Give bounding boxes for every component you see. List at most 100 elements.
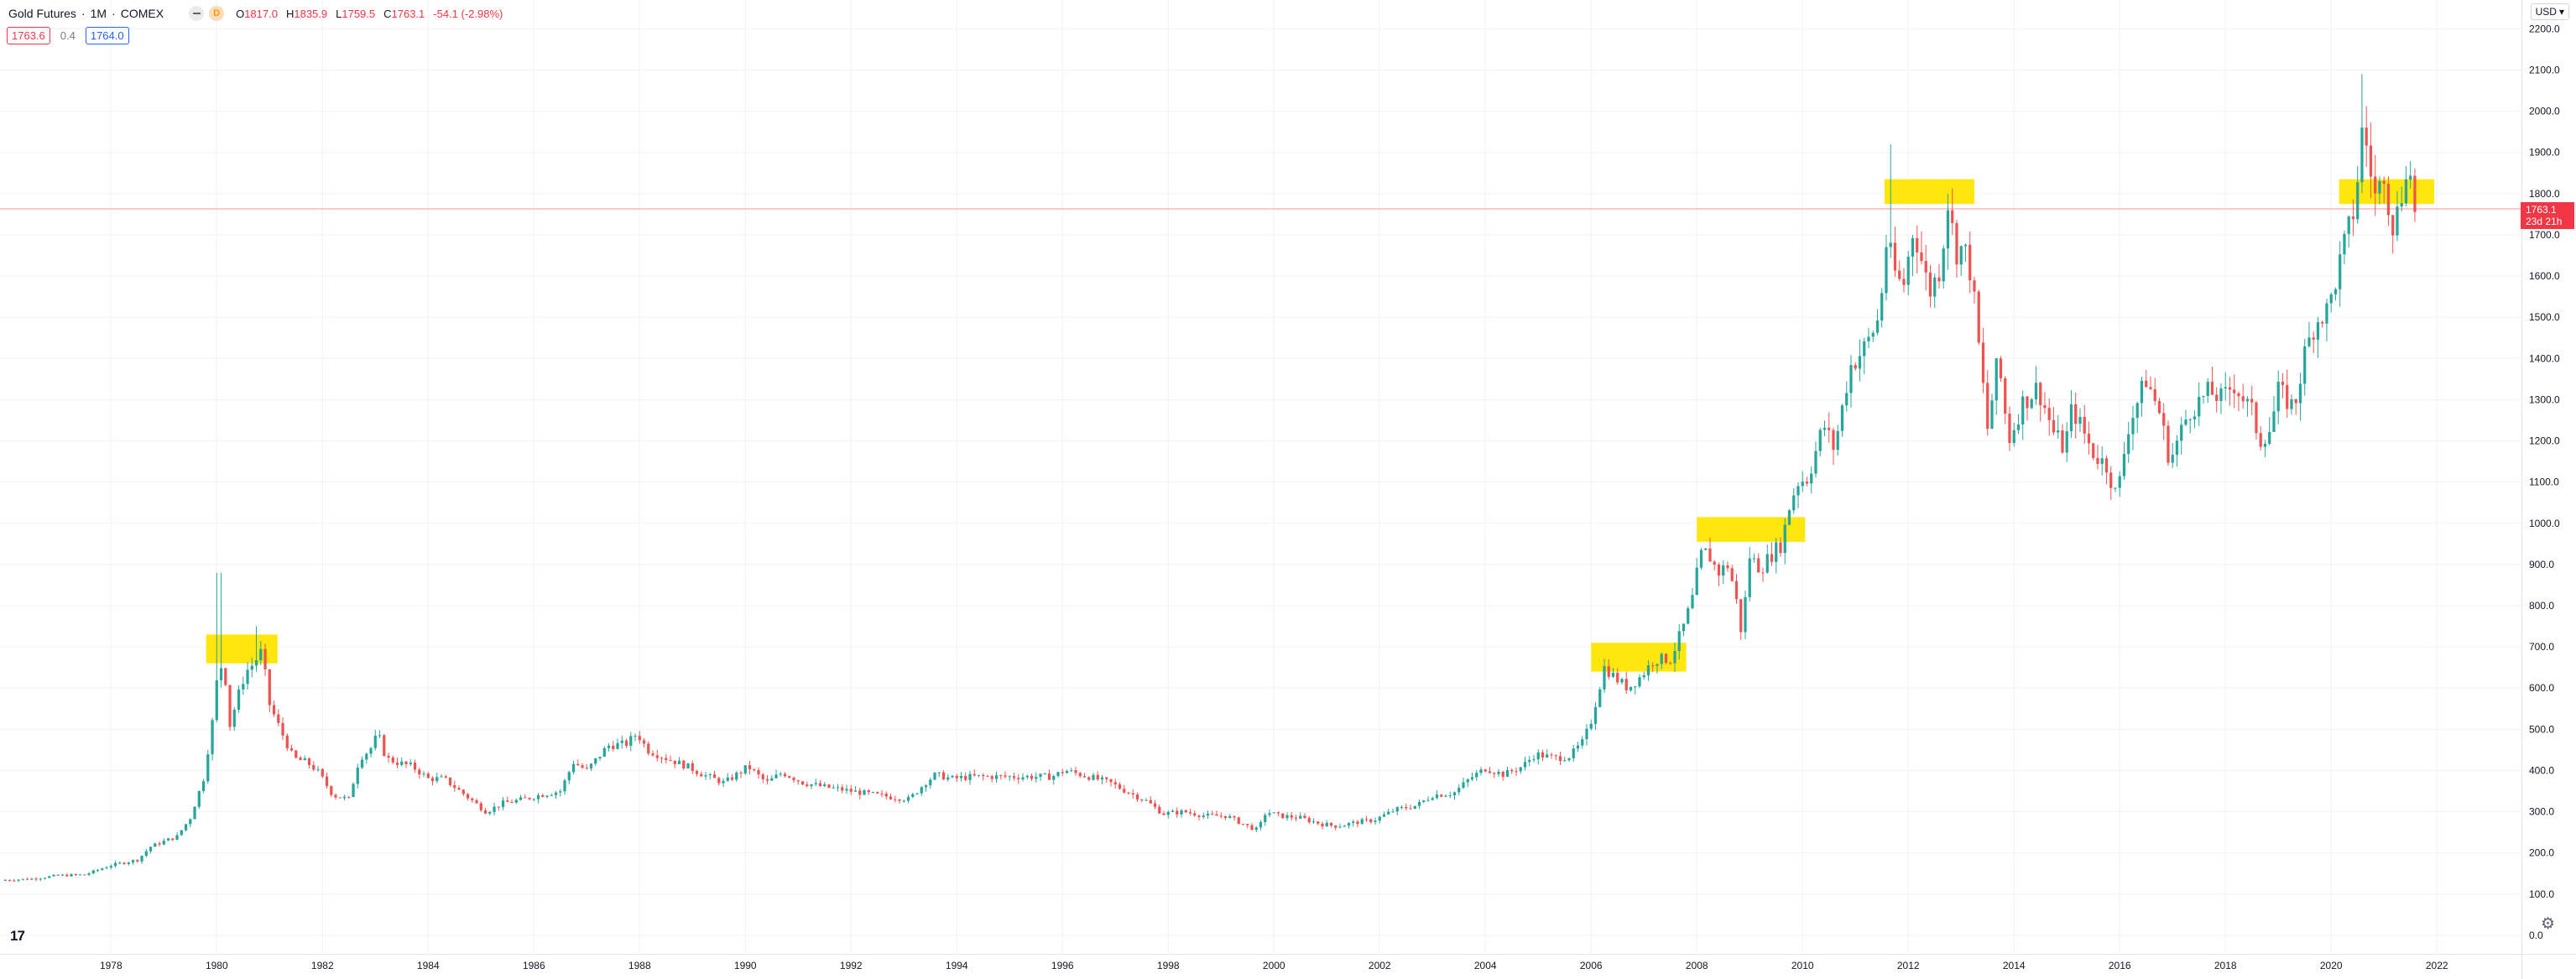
candle-body [259, 648, 263, 660]
candle-body [1056, 772, 1060, 777]
candle-body [1462, 782, 1465, 789]
candle-body [1501, 771, 1504, 777]
candle-body [1017, 778, 1020, 779]
x-tick-label: 2016 [2109, 960, 2131, 971]
y-tick-label: 900.0 [2529, 559, 2554, 570]
x-tick-label: 2018 [2214, 960, 2237, 971]
candle-body [2034, 383, 2038, 399]
candle-body [471, 798, 474, 800]
candle-body [295, 750, 298, 758]
candle-body [56, 874, 60, 876]
tradingview-logo-icon[interactable]: 17 [10, 928, 25, 944]
candle-body [91, 870, 95, 874]
candle-body [1990, 400, 1994, 430]
candle-body [1828, 427, 1831, 430]
x-tick-label: 2022 [2426, 960, 2448, 971]
candle-body [105, 867, 108, 869]
candle-body [841, 787, 844, 791]
gear-icon[interactable]: ⚙ [2541, 915, 2556, 933]
candle-body [1832, 430, 1835, 450]
candle-body [1382, 814, 1386, 817]
collapse-legend-icon[interactable] [189, 6, 205, 21]
candle-body [479, 803, 482, 810]
candle-body [1660, 654, 1663, 664]
candle-body [1796, 486, 1800, 496]
x-tick-label: 1982 [311, 960, 334, 971]
candle-body [753, 768, 756, 770]
candle-body [483, 810, 488, 814]
candle-body [536, 794, 540, 799]
candle-body [598, 756, 602, 758]
currency-label: USD [2535, 6, 2557, 18]
candle-body [1422, 800, 1426, 802]
candle-body [1087, 777, 1091, 780]
candle-body [1677, 631, 1681, 651]
candle-body [1867, 336, 1870, 341]
symbol-name[interactable]: Gold Futures [8, 7, 76, 20]
candle-body [2167, 425, 2170, 463]
candle-body [1836, 430, 1839, 450]
candle-body [959, 776, 963, 779]
candle-body [316, 768, 320, 770]
candle-body [1646, 665, 1650, 675]
candle-body [704, 775, 707, 777]
candle-body [1317, 821, 1320, 824]
currency-button[interactable]: USD ▾ [2530, 3, 2569, 20]
sell-price-button[interactable]: 1763.6 [7, 27, 50, 44]
candle-body [1188, 812, 1192, 814]
candle-body [651, 753, 654, 756]
candle-body [1611, 673, 1615, 677]
data-source-badge[interactable]: D [209, 6, 225, 21]
candle-body [1311, 821, 1316, 823]
candle-body [418, 769, 421, 775]
candle-body [1113, 782, 1117, 785]
candle-body [2347, 216, 2350, 234]
candle-body [1695, 567, 1698, 596]
candle-body [1440, 794, 1443, 797]
candle-body [1378, 816, 1381, 821]
candle-body [74, 874, 77, 876]
candle-body [2276, 381, 2280, 412]
candle-body [1047, 773, 1051, 780]
x-tick-label: 2012 [1897, 960, 1920, 971]
symbol-legend[interactable]: Gold Futures · 1M · COMEX D O1817.0 H183… [8, 5, 503, 22]
candle-body [2021, 396, 2025, 424]
candle-body [2241, 396, 2245, 402]
candle-body [21, 878, 24, 880]
y-tick-label: 1400.0 [2529, 352, 2560, 364]
y-tick-label: 1100.0 [2529, 476, 2559, 488]
candle-body [87, 873, 91, 875]
candle-body [2382, 180, 2386, 185]
candle-body [1558, 756, 1562, 762]
interval-label[interactable]: 1M [90, 7, 107, 20]
candle-body [2096, 457, 2099, 464]
candle-body [1343, 825, 1346, 827]
y-axis-ticks: 0.0 100.0 200.0 300.0 400.0 500.0 600.0 700.0 80… [2529, 23, 2560, 941]
candle-body [180, 830, 183, 836]
candle-body [1713, 561, 1716, 565]
candle-body [1391, 811, 1395, 813]
candle-body [1893, 242, 1897, 271]
candle-body [638, 736, 641, 741]
candle-body [356, 768, 359, 784]
candle-body [2321, 322, 2324, 324]
y-tick-label: 1800.0 [2529, 188, 2560, 200]
candle-body [1963, 244, 1968, 247]
candle-body [1638, 677, 1641, 687]
candle-body [2188, 419, 2192, 420]
candle-body [607, 745, 611, 748]
candle-body [2396, 206, 2399, 236]
candle-body [2272, 411, 2276, 432]
candle-body [911, 794, 915, 797]
candle-body [1325, 822, 1328, 827]
ohlc-values: O1817.0 H1835.9 L1759.5 C1763.1 -54.1 (-… [236, 7, 503, 20]
candle-body [321, 768, 324, 777]
buy-price-button[interactable]: 1764.0 [85, 27, 129, 44]
candle-body [2224, 387, 2227, 389]
candle-body [1730, 568, 1734, 581]
candle-body [1770, 554, 1774, 562]
candle-body [1061, 772, 1064, 773]
candle-body [1052, 776, 1056, 780]
candle-body [2175, 440, 2179, 456]
